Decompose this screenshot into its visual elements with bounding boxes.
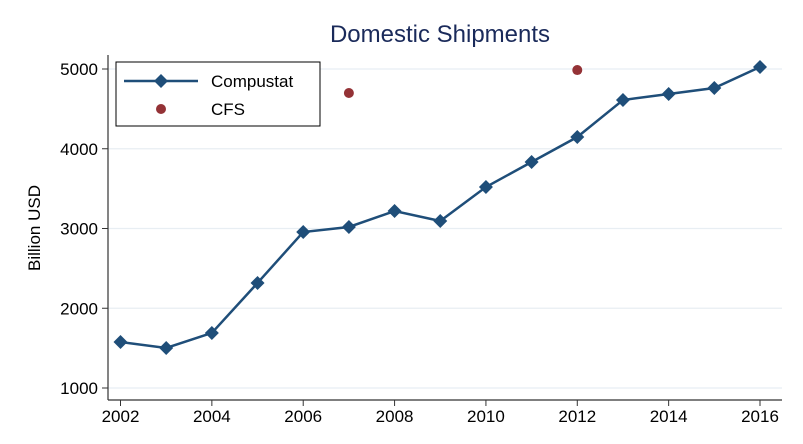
y-tick-label: 2000 [60,299,98,318]
legend: Compustat CFS [115,61,321,127]
x-tick-label: 2004 [193,407,231,426]
y-tick-label: 4000 [60,140,98,159]
legend-compustat-label: Compustat [211,72,293,91]
x-tick-label: 2006 [284,407,322,426]
y-axis-label: Billion USD [25,185,44,271]
compustat-point [524,154,539,169]
legend-compustat-marker [154,74,168,88]
legend-cfs-label: CFS [211,100,245,119]
x-tick-label: 2002 [102,407,140,426]
x-tick-label: 2010 [467,407,505,426]
x-tick-label: 2016 [741,407,779,426]
y-tick-label: 3000 [60,220,98,239]
legend-cfs-marker [156,104,166,114]
compustat-point [159,340,174,355]
y-tick-label: 5000 [60,60,98,79]
compustat-point [570,130,585,145]
legend-box [115,61,321,127]
compustat-point [341,219,356,234]
cfs-point [572,65,583,76]
x-tick-label: 2014 [650,407,688,426]
compustat-point [204,325,219,340]
compustat-point [615,93,630,108]
cfs-point [343,88,354,99]
x-tick-label: 2008 [376,407,414,426]
compustat-point [113,334,128,349]
compustat-point [478,180,493,195]
compustat-point [661,86,676,101]
compustat-point [296,225,311,240]
compustat-point [707,80,722,95]
chart-title: Domestic Shipments [330,21,550,48]
y-tick-label: 1000 [60,379,98,398]
x-tick-label: 2012 [558,407,596,426]
compustat-point [250,275,265,290]
compustat-point [753,60,767,75]
compustat-point [433,214,448,229]
compustat-point [387,204,402,219]
